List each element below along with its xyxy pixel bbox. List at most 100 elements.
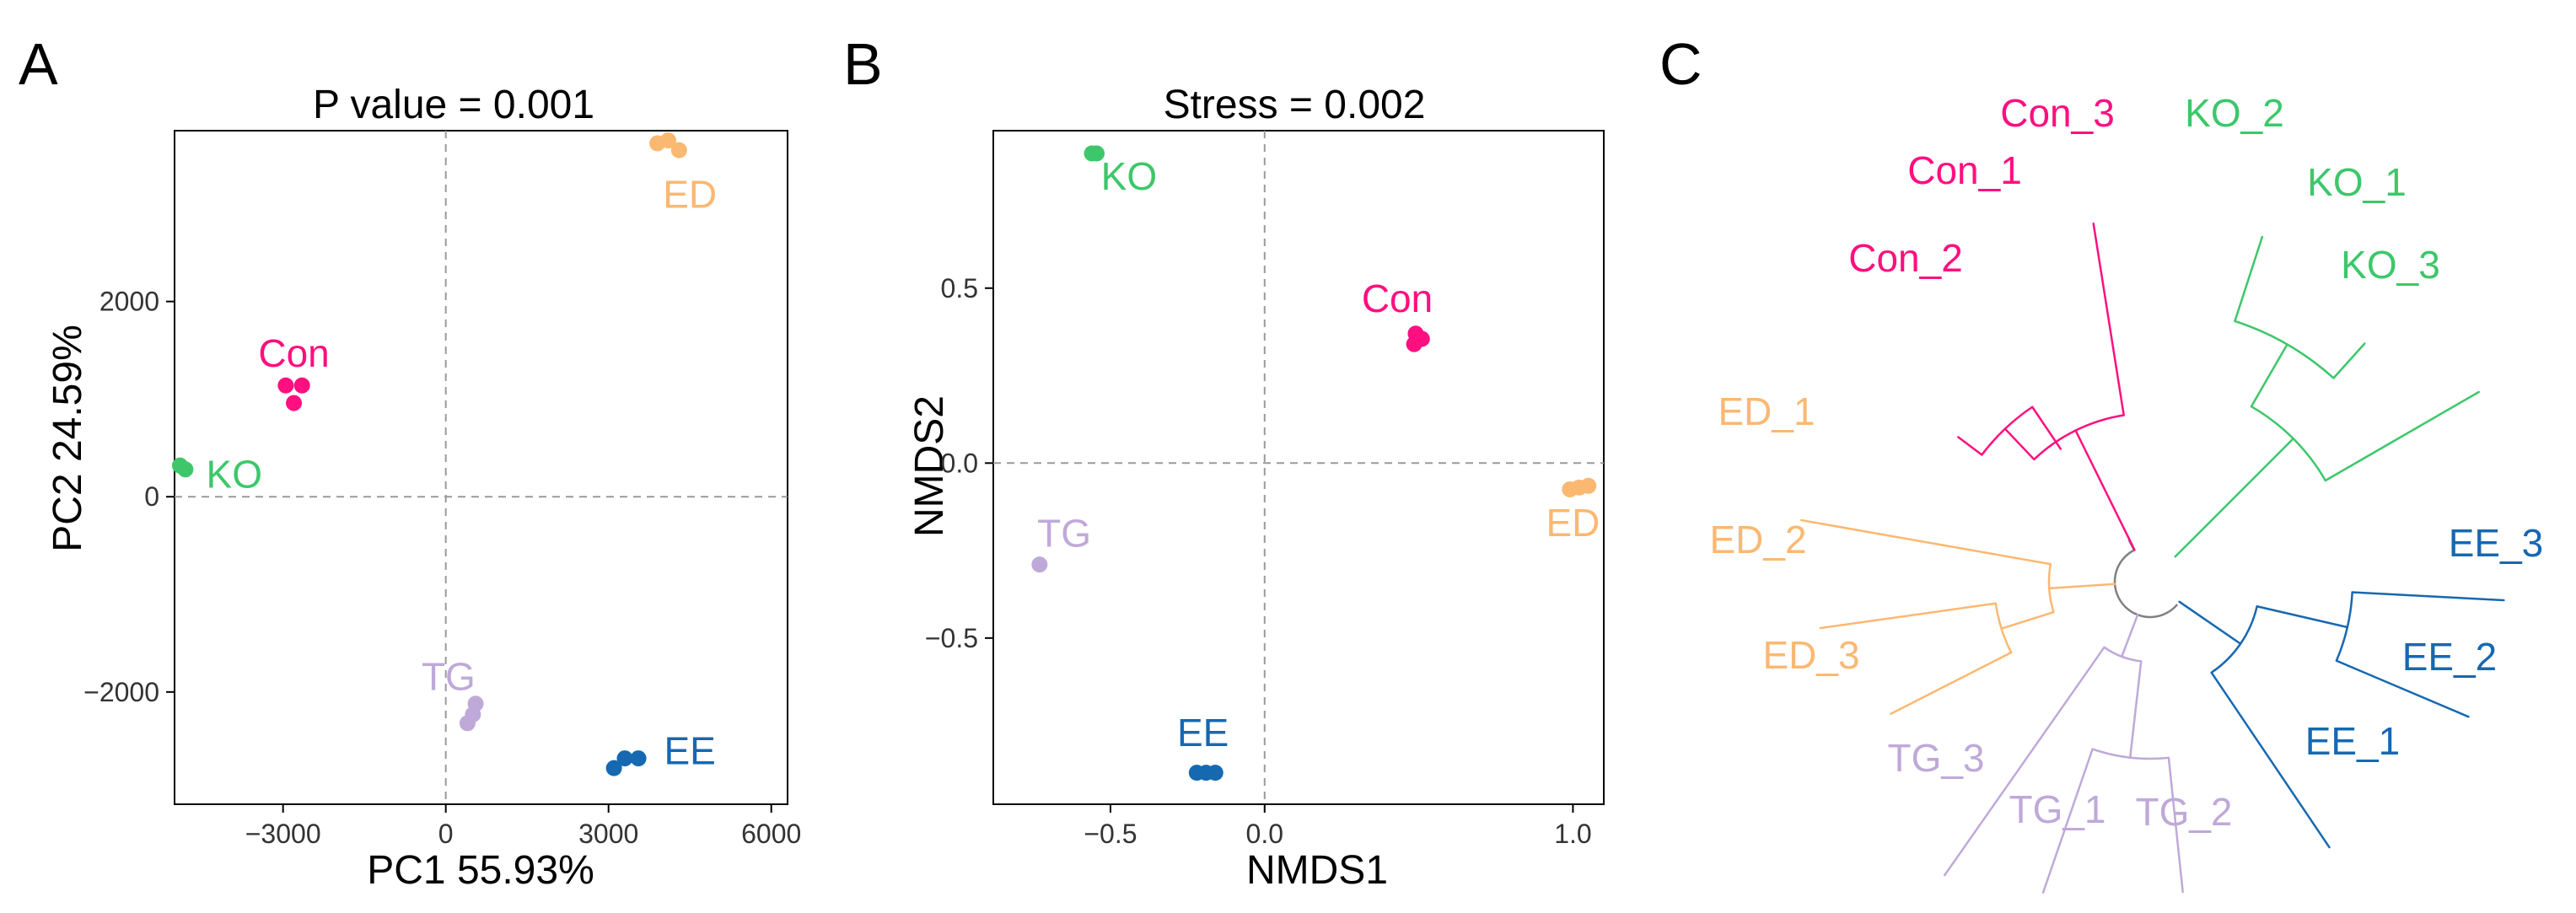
group-label-con: Con [258,331,329,375]
leaf-branch [2351,591,2505,602]
leaf-label-tg-1: TG_1 [2009,787,2105,831]
cluster-stem-ed [2048,583,2116,590]
panel-label-b: B [843,31,883,97]
x-tick-label: 1.0 [1554,819,1591,849]
y-tick-label: 2000 [99,287,159,317]
leaf-branch [2041,748,2094,894]
leaf-branch [2332,342,2366,379]
cluster-stem-ko [2174,438,2294,558]
subcluster-stem [2003,427,2036,461]
subcluster-stem [2128,660,2143,759]
pca-title: P value = 0.001 [313,83,594,127]
point-ee [616,750,633,767]
cluster-arc-ee [2211,605,2258,674]
leaf-label-ko-2: KO_2 [2185,91,2284,135]
leaf-branch [1819,602,1998,630]
leaf-label-ed-1: ED_1 [1718,389,1815,433]
point-ee [605,760,622,776]
subcluster-arc [2235,320,2335,379]
y-tick-label: 0 [144,481,159,512]
point-ed [1580,477,1597,494]
leaf-label-ee-2: EE_2 [2402,635,2498,679]
leaf-label-ed-2: ED_2 [1709,518,1806,561]
pca-y-axis-label: PC2 24.59% [46,325,90,552]
group-label-ed: ED [1546,501,1600,545]
leaf-branch [2234,235,2264,323]
leaf-branch [2335,659,2470,718]
subcluster-stem [2000,610,2055,630]
leaf-label-ed-3: ED_3 [1762,633,1859,677]
dendrogram: Con_1 Con_2 Con_3 KO_1 KO_2 KO_3 ED_1 ED_2 ED_3 T… [1709,91,2544,894]
cluster-arc-ed [2047,563,2055,613]
leaf-branch [1943,646,2105,877]
leaf-label-tg-3: TG_3 [1887,736,1984,780]
leaf-label-ee-1: EE_1 [2305,719,2401,763]
point-con [293,377,310,394]
point-ko [177,461,194,478]
group-label-ee: EE [664,728,716,772]
leaf-label-ee-3: EE_3 [2449,521,2544,565]
plot-frame [992,130,1605,805]
group-label-tg: TG [422,654,476,698]
subcluster-arc [2335,592,2353,662]
root-arc [2113,549,2179,619]
point-ed [659,132,676,149]
group-label-tg: TG [1037,511,1091,555]
leaf-branch [2092,223,2125,416]
point-ed [670,142,687,158]
pca-x-axis-label: PC1 55.93% [367,848,594,893]
leaf-label-con-3: Con_3 [2000,91,2115,135]
point-con [277,377,294,394]
group-label-ed: ED [663,172,717,216]
nmds-plot: Stress = 0.002 NMDS1 NMDS2 −0.5 0.0 1.0 −0.… [907,83,1605,893]
group-label-con: Con [1362,277,1433,320]
cluster-stem-ee [2178,600,2242,645]
leaf-label-con-2: Con_2 [1848,236,1963,280]
subcluster-arc [1994,603,2013,653]
subcluster-arc [2092,748,2170,760]
cluster-stem-con [2074,429,2136,551]
x-tick-label: −3000 [245,819,321,849]
leaf-branch [1957,436,1983,456]
cluster-arc-tg [2103,646,2142,663]
subcluster-stem [2250,343,2288,408]
group-label-ko: KO [1101,154,1157,198]
point-con [1406,336,1422,352]
leaf-branch [1800,518,2052,566]
point-con [286,395,303,411]
point-ko [1088,145,1105,162]
y-tick-label: −2000 [83,677,159,707]
point-tg [1031,556,1048,573]
leaf-branch [2167,756,2184,894]
leaf-branch [2210,671,2331,849]
x-tick-label: 3000 [578,819,638,849]
group-label-ee: EE [1177,711,1229,755]
panel-label-c: C [1659,31,1702,97]
nmds-y-axis-label: NMDS2 [907,395,952,537]
leaf-label-con-1: Con_1 [1907,148,2022,192]
nmds-title: Stress = 0.002 [1164,83,1426,127]
point-tg [467,695,484,712]
leaf-branch [2030,405,2062,450]
leaf-label-tg-2: TG_2 [2135,790,2232,834]
x-tick-label: 6000 [741,819,801,849]
cluster-arc-ko [2251,405,2326,481]
cluster-stem-tg [2121,614,2139,658]
x-tick-label: 0 [438,819,454,849]
subcluster-stem [2256,604,2349,629]
y-tick-label: −0.5 [925,623,978,653]
leaf-label-ko-3: KO_3 [2341,243,2440,287]
point-ee [630,750,647,767]
y-tick-label: 0.5 [941,273,978,303]
leaf-label-ko-1: KO_1 [2307,160,2407,204]
y-tick-label: 0.0 [941,448,978,478]
panel-label-a: A [19,31,58,97]
x-tick-label: −0.5 [1084,819,1137,849]
pca-plot: P value = 0.001 PC1 55.93% PC2 24.59% −3… [46,83,801,893]
group-label-ko: KO [207,453,262,497]
subcluster-arc [1981,405,2033,456]
leaf-branch [2324,390,2480,482]
point-ee [1207,765,1223,781]
nmds-x-axis-label: NMDS1 [1246,848,1388,893]
